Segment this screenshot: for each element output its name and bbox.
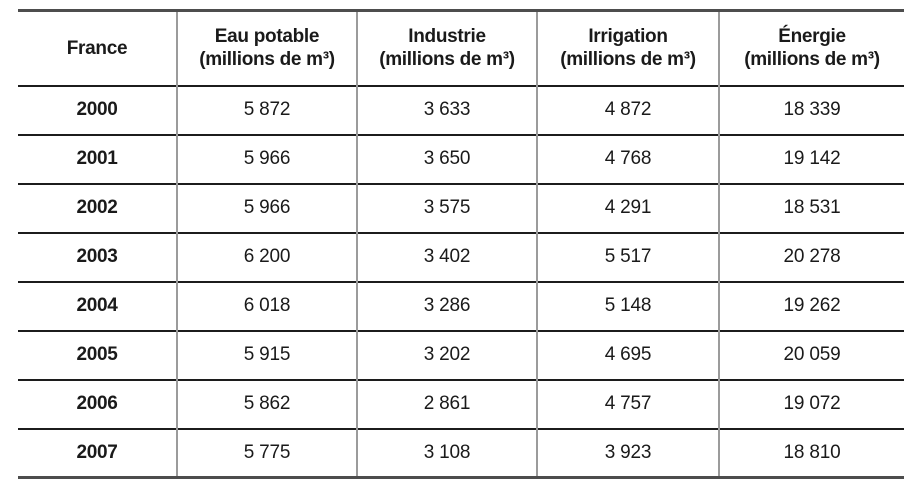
year-cell: 2006 <box>76 393 118 414</box>
value-cell: 6 018 <box>176 281 357 331</box>
year-cell: 2003 <box>76 246 118 267</box>
value-cell: 5 915 <box>176 330 357 380</box>
column-label: Énergie <box>778 26 846 48</box>
year-cell: 2004 <box>76 295 118 316</box>
year-cell: 2007 <box>76 441 118 463</box>
value-cell: 5 966 <box>176 183 357 233</box>
value-cell: 2 861 <box>356 379 537 429</box>
column-unit: (millions de m³) <box>199 49 335 71</box>
column-unit: (millions de m³) <box>744 49 880 71</box>
year-cell: 2001 <box>76 148 118 169</box>
value-cell: 19 072 <box>718 379 904 429</box>
value-cell: 4 757 <box>536 379 719 429</box>
year-cell: 2002 <box>76 197 118 218</box>
column-label: Eau potable <box>214 26 320 48</box>
table-row: 2002 5 966 3 575 4 291 18 531 <box>18 183 904 233</box>
value-cell: 3 286 <box>356 281 537 331</box>
value-cell: 18 810 <box>718 428 904 478</box>
value-cell: 20 059 <box>718 330 904 380</box>
value-cell: 18 531 <box>718 183 904 233</box>
column-unit: (millions de m³) <box>560 49 696 71</box>
value-cell: 20 278 <box>718 232 904 282</box>
value-cell: 3 575 <box>356 183 537 233</box>
column-label: France <box>66 37 128 59</box>
value-cell: 19 262 <box>718 281 904 331</box>
value-cell: 3 402 <box>356 232 537 282</box>
table-row: 2003 6 200 3 402 5 517 20 278 <box>18 232 904 282</box>
value-cell: 3 633 <box>356 85 537 135</box>
year-cell: 2000 <box>76 99 118 120</box>
table-row: 2004 6 018 3 286 5 148 19 262 <box>18 281 904 331</box>
header-cell-energie: Énergie (millions de m³) <box>718 10 904 86</box>
value-cell: 3 202 <box>356 330 537 380</box>
year-cell: 2005 <box>76 344 118 365</box>
table-row: 2005 5 915 3 202 4 695 20 059 <box>18 330 904 380</box>
header-cell-irrigation: Irrigation (millions de m³) <box>536 10 719 86</box>
value-cell: 4 291 <box>536 183 719 233</box>
header-row: France Eau potable (millions de m³) Indu… <box>18 10 904 86</box>
column-label: Irrigation <box>588 26 668 48</box>
value-cell: 3 650 <box>356 134 537 184</box>
value-cell: 5 148 <box>536 281 719 331</box>
value-cell: 5 966 <box>176 134 357 184</box>
table-row: 2000 5 872 3 633 4 872 18 339 <box>18 85 904 135</box>
table-body: 2000 5 872 3 633 4 872 18 339 2001 5 966 3 650 4… <box>18 85 904 478</box>
value-cell: 4 695 <box>536 330 719 380</box>
value-cell: 5 517 <box>536 232 719 282</box>
header-cell-industrie: Industrie (millions de m³) <box>356 10 537 86</box>
value-cell: 5 862 <box>176 379 357 429</box>
value-cell: 4 872 <box>536 85 719 135</box>
value-cell: 5 775 <box>176 428 357 478</box>
header-cell-france: France <box>18 11 177 86</box>
table-row: 2001 5 966 3 650 4 768 19 142 <box>18 134 904 184</box>
value-cell: 6 200 <box>176 232 357 282</box>
value-cell: 19 142 <box>718 134 904 184</box>
water-consumption-table: France Eau potable (millions de m³) Indu… <box>18 9 904 479</box>
value-cell: 3 108 <box>356 428 537 478</box>
table-row: 2007 5 775 3 108 3 923 18 810 <box>18 428 904 478</box>
header-cell-eau-potable: Eau potable (millions de m³) <box>176 10 357 86</box>
value-cell: 5 872 <box>176 85 357 135</box>
column-label: Industrie <box>408 26 486 48</box>
value-cell: 4 768 <box>536 134 719 184</box>
table-header: France Eau potable (millions de m³) Indu… <box>18 10 904 86</box>
value-cell: 18 339 <box>718 85 904 135</box>
table-row: 2006 5 862 2 861 4 757 19 072 <box>18 379 904 429</box>
value-cell: 3 923 <box>536 428 719 478</box>
column-unit: (millions de m³) <box>379 49 515 71</box>
